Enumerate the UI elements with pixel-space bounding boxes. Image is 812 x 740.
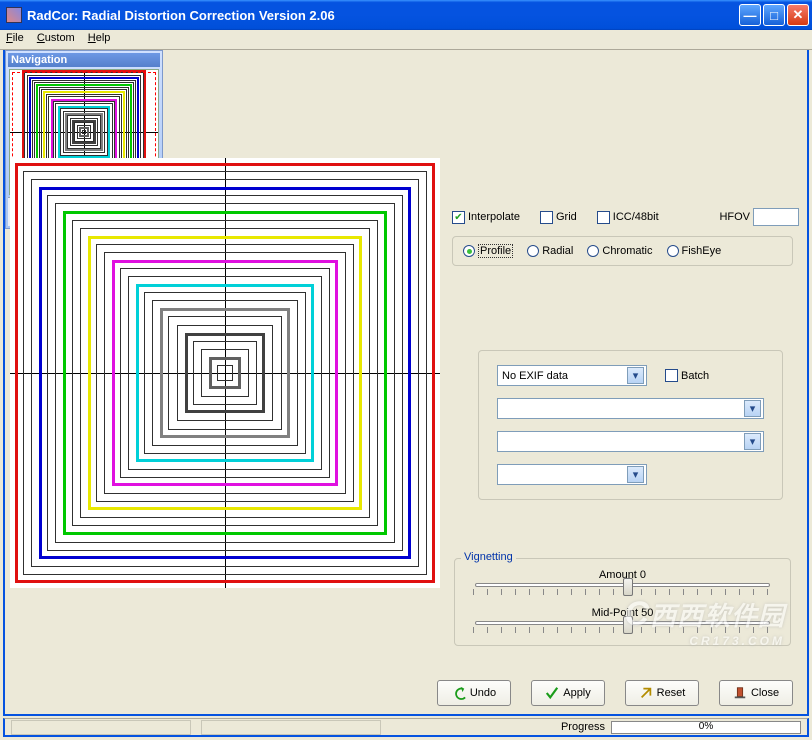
window-title: RadCor: Radial Distortion Correction Ver… — [27, 8, 335, 23]
radio-profile[interactable]: Profile — [463, 244, 513, 258]
profile-group: No EXIF data▾ Batch ▾ ▾ ▾ — [478, 350, 783, 500]
combo-4[interactable]: ▾ — [497, 464, 647, 485]
progress-bar: 0% — [611, 721, 801, 734]
close-button[interactable]: Close — [719, 680, 793, 706]
midpoint-slider[interactable] — [475, 621, 770, 625]
progress-label: Progress — [561, 721, 605, 733]
hfov-label: HFOV — [719, 211, 750, 223]
minimize-button[interactable]: — — [739, 4, 761, 26]
menu-help[interactable]: Help — [88, 32, 111, 44]
button-row: Undo Apply Reset Close — [437, 680, 793, 706]
chevron-down-icon[interactable]: ▾ — [744, 433, 761, 450]
apply-button[interactable]: Apply — [531, 680, 605, 706]
main-preview[interactable] — [10, 158, 440, 588]
mode-group: Profile Radial Chromatic FishEye — [452, 236, 793, 266]
amount-slider[interactable] — [475, 583, 770, 587]
right-panel: ✔Interpolate Grid ICC/48bit HFOV Profile… — [448, 50, 803, 654]
chevron-down-icon[interactable]: ▾ — [744, 400, 761, 417]
radio-radial[interactable]: Radial — [527, 245, 573, 257]
icc-checkbox[interactable]: ICC/48bit — [597, 211, 659, 224]
status-cell-1 — [11, 720, 191, 735]
navigation-title: Navigation — [8, 53, 160, 67]
combo-3[interactable]: ▾ — [497, 431, 764, 452]
undo-button[interactable]: Undo — [437, 680, 511, 706]
batch-checkbox[interactable]: Batch — [665, 369, 709, 382]
maximize-button[interactable]: □ — [763, 4, 785, 26]
reset-button[interactable]: Reset — [625, 680, 699, 706]
status-cell-2 — [201, 720, 381, 735]
titlebar: RadCor: Radial Distortion Correction Ver… — [0, 0, 812, 30]
close-window-button[interactable]: ✕ — [787, 4, 809, 26]
menu-custom[interactable]: Custom — [37, 32, 75, 44]
radio-chromatic[interactable]: Chromatic — [587, 245, 652, 257]
chevron-down-icon[interactable]: ▾ — [627, 367, 644, 384]
options-row: ✔Interpolate Grid ICC/48bit HFOV — [452, 208, 799, 226]
interpolate-checkbox[interactable]: ✔Interpolate — [452, 211, 520, 224]
app-icon — [6, 7, 22, 23]
exif-combo[interactable]: No EXIF data▾ — [497, 365, 647, 386]
chevron-down-icon[interactable]: ▾ — [627, 466, 644, 483]
content-area: Navigation ✔Interpolate Grid ICC/4 — [3, 50, 809, 716]
menu-file[interactable]: File — [6, 32, 24, 44]
radio-fisheye[interactable]: FishEye — [667, 245, 722, 257]
status-bar: Progress 0% — [3, 718, 809, 737]
vignetting-legend: Vignetting — [461, 551, 516, 563]
menubar: File Custom Help — [0, 30, 812, 50]
hfov-input[interactable] — [753, 208, 799, 226]
grid-checkbox[interactable]: Grid — [540, 211, 577, 224]
combo-2[interactable]: ▾ — [497, 398, 764, 419]
vignetting-group: Vignetting Amount 0 Mid-Point 50 — [454, 558, 791, 646]
